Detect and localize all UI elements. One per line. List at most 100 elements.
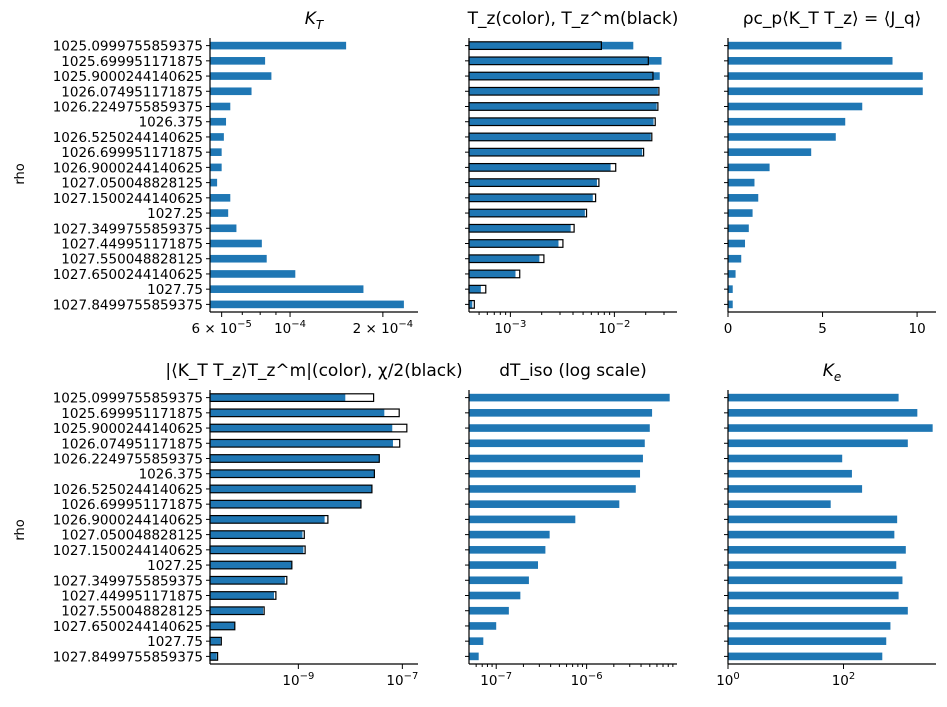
ke-bar-K_e-9 [728,530,895,539]
dtiso-bar-dT_iso-6 [469,485,636,493]
jq-bar-J_q-17 [728,300,733,309]
kt-xtick-label: 10−4 [274,319,306,337]
tz-bar-T_z-8 [469,163,611,172]
kt-title: KT [305,9,325,32]
kt-bar-K_T-15 [210,270,296,278]
ke-bar-K_e-0 [728,393,899,402]
kt-bar-K_T-13 [210,239,262,248]
dtiso-bar-dT_iso-17 [469,652,479,661]
kt-bar-K_T-8 [210,163,222,172]
category-label: 1027.449951171875 [61,237,203,253]
chi-bar-KTTz*Tzm-7 [210,500,361,508]
jq-xtick-label: 10 [908,321,925,337]
jq-bar-J_q-6 [728,133,836,141]
dtiso-bar-dT_iso-12 [469,576,529,585]
kt-bar-K_T-0 [210,41,347,50]
dtiso-bar-dT_iso-14 [469,606,509,615]
jq-xtick-label: 0 [724,321,733,337]
category-label: 1027.75 [147,634,203,650]
dtiso-bar-dT_iso-8 [469,515,576,524]
dtiso-xtick-label: 10−7 [480,671,512,689]
chi-bar-KTTz*Tzm-1 [210,409,385,417]
dtiso-bar-dT_iso-2 [469,424,650,432]
ke-bar-K_e-7 [728,500,831,508]
jq-bar-J_q-10 [728,194,759,202]
category-label: 1027.449951171875 [61,589,203,605]
chi-bar-KTTz*Tzm-15 [210,622,235,630]
ke-bar-K_e-16 [728,637,887,645]
chi-bar-KTTz*Tzm-3 [210,439,393,448]
category-label: 1026.699951171875 [61,497,203,513]
chi-bar-KTTz*Tzm-11 [210,561,292,569]
ke-bar-K_e-17 [728,652,883,661]
chi-bar-KTTz*Tzm-8 [210,515,325,524]
category-label: 1027.25 [147,558,203,574]
category-label: 1026.699951171875 [61,145,203,161]
tz-bar-T_z-12 [469,224,571,233]
kt-bar-K_T-10 [210,194,231,202]
ke-bar-K_e-14 [728,606,908,615]
y-axis-label-bottom: rho [13,519,28,540]
jq-xtick-label: 5 [818,321,827,337]
kt-bar-K_T-3 [210,87,252,96]
ke-bar-K_e-5 [728,469,852,478]
tz-xtick-label: 10−2 [598,319,630,337]
tz-bar-T_z-6 [469,133,651,141]
ke-bar-K_e-2 [728,424,933,432]
kt-bar-K_T-4 [210,102,231,111]
kt-bar-K_T-5 [210,117,227,126]
dtiso-bar-dT_iso-16 [469,637,484,645]
kt-bar-K_T-9 [210,178,218,187]
kt-xtick-label: 2 × 10−4 [353,319,413,337]
tz-bar-T_z-16 [469,285,481,293]
kt-xtick-label: 6 × 10−5 [191,319,251,337]
category-label: 1025.0999755859375 [53,391,203,407]
jq-bar-J_q-1 [728,57,893,65]
dtiso-bar-dT_iso-10 [469,546,546,554]
jq-bar-J_q-14 [728,254,742,263]
chi-xtick-label: 10−7 [386,671,418,689]
ke-title: Ke [823,361,842,384]
jq-bar-J_q-0 [728,41,842,50]
ke-bar-K_e-3 [728,439,908,448]
category-label: 1026.5250244140625 [53,482,203,498]
tz-xtick-label: 10−3 [494,319,526,337]
jq-bar-J_q-8 [728,163,770,172]
chi-bar-KTTz*Tzm-14 [210,606,264,615]
category-label: 1026.9000244140625 [53,160,203,176]
y-axis-label-top: rho [13,163,28,184]
ke-bar-K_e-13 [728,591,899,600]
ke-bar-K_e-12 [728,576,903,585]
chi-bar-KTTz*Tzm-2 [210,424,393,432]
axes-layer [206,38,936,669]
category-label: 1027.1500244140625 [53,191,203,207]
dtiso-bar-dT_iso-1 [469,409,653,417]
category-label: 1027.8499755859375 [53,649,203,665]
category-label: 1025.9000244140625 [53,421,203,437]
chi-bar-KTTz*Tzm-10 [210,546,304,554]
jq-bar-J_q-11 [728,209,753,217]
kt-bar-K_T-17 [210,300,404,309]
chi-title: |⟨K_T T_z⟩T_z^m|(color), χ/2(black) [165,361,462,381]
dtiso-bar-dT_iso-0 [469,393,670,402]
kt-bar-K_T-16 [210,285,364,293]
tz-bar-T_z-15 [469,270,516,278]
chi-bar-KTTz*Tzm-16 [210,637,221,645]
tz-bar-T_z-11 [469,209,585,217]
chi-xtick-label: 10−9 [282,671,314,689]
kt-bar-K_T-12 [210,224,237,233]
category-label: 1025.0999755859375 [53,39,203,55]
ke-bar-K_e-6 [728,485,863,493]
jq-bar-J_q-3 [728,87,923,96]
chi-bar-KTTz*Tzm-6 [210,485,372,493]
category-label: 1027.3499755859375 [53,221,203,237]
jq-bar-J_q-2 [728,72,923,80]
dtiso-bar-dT_iso-15 [469,622,497,630]
bars-layer [209,41,933,661]
category-label: 1026.9000244140625 [53,512,203,528]
tz-bar-T_z-3 [469,87,658,96]
text-layer: 1025.09997558593751025.6999511718751025.… [53,9,926,689]
category-label: 1025.9000244140625 [53,69,203,85]
kt-bar-K_T-2 [210,72,272,80]
kt-bar-K_T-11 [210,209,229,217]
